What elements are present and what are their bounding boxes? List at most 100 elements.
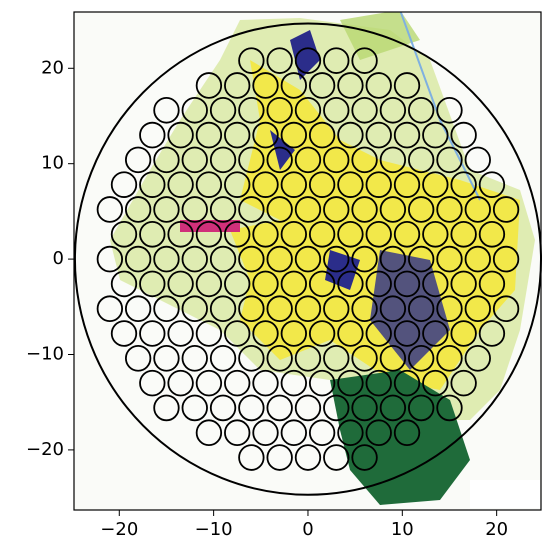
circle: [337, 171, 364, 198]
circle: [266, 345, 293, 372]
circle: [294, 96, 322, 124]
y-tick-label: −10: [26, 343, 64, 364]
circle: [181, 394, 208, 422]
circle: [110, 270, 138, 298]
circle: [379, 345, 407, 372]
circle: [181, 295, 208, 323]
circle: [492, 295, 520, 323]
circle: [110, 171, 138, 198]
circle: [167, 121, 194, 149]
circle: [408, 394, 435, 422]
circle: [408, 345, 435, 372]
circle: [422, 220, 449, 248]
x-tick-label: −20: [100, 519, 138, 540]
circle: [450, 270, 477, 298]
circle: [323, 146, 350, 174]
circle: [266, 47, 293, 74]
circle: [308, 320, 336, 347]
background-map: [74, 12, 541, 510]
circle: [294, 444, 322, 471]
circle: [153, 295, 180, 323]
circle: [308, 121, 336, 149]
circle: [323, 345, 350, 372]
circle: [224, 270, 251, 298]
circle: [167, 270, 194, 298]
circle: [365, 320, 392, 347]
circle: [337, 270, 364, 298]
circle: [436, 394, 463, 422]
circle: [238, 47, 265, 74]
circle: [436, 196, 463, 223]
circle: [110, 320, 138, 347]
circle: [209, 245, 237, 273]
circle: [379, 96, 407, 124]
circle: [280, 369, 307, 397]
circle: [181, 345, 208, 372]
circle: [337, 220, 364, 248]
circle: [153, 146, 180, 174]
circle: [337, 320, 364, 347]
circle: [153, 196, 180, 223]
circle: [365, 270, 392, 298]
circle: [365, 121, 392, 149]
circle: [167, 369, 194, 397]
circle: [393, 320, 421, 347]
circle: [308, 270, 336, 298]
circle: [139, 121, 166, 149]
circle: [308, 419, 336, 447]
circle: [280, 419, 307, 447]
circle: [224, 419, 251, 447]
circle: [167, 171, 194, 198]
circle: [139, 220, 166, 248]
circle: [96, 295, 124, 323]
circle: [450, 121, 477, 149]
boundary-circle: [73, 22, 542, 496]
circle: [238, 146, 265, 174]
circle: [365, 220, 392, 248]
circle: [280, 220, 307, 248]
circle: [478, 320, 506, 347]
circle: [280, 171, 307, 198]
circle: [96, 245, 124, 273]
circle: [238, 394, 265, 422]
circle: [294, 295, 322, 323]
circle: [323, 444, 350, 471]
circle: [393, 270, 421, 298]
circle: [365, 171, 392, 198]
circle: [422, 171, 449, 198]
circle: [110, 220, 138, 248]
circle: [224, 171, 251, 198]
circle: [393, 369, 421, 397]
circle: [224, 320, 251, 347]
circle: [294, 47, 322, 74]
circle: [351, 345, 378, 372]
circle: [209, 96, 237, 124]
circle: [238, 96, 265, 124]
circle: [337, 369, 364, 397]
circle: [365, 72, 392, 99]
circle: [139, 369, 166, 397]
circle: [252, 369, 279, 397]
circle: [351, 96, 378, 124]
circle: [124, 345, 152, 372]
circle: [379, 295, 407, 323]
circle: [195, 270, 223, 298]
circle: [422, 369, 449, 397]
circle: [436, 295, 463, 323]
x-tick-label: 0: [302, 519, 313, 540]
circle: [464, 345, 491, 372]
circle: [422, 320, 449, 347]
circle: [167, 220, 194, 248]
circle: [408, 146, 435, 174]
circle: [266, 146, 293, 174]
circle: [294, 146, 322, 174]
circle: [379, 245, 407, 273]
circle: [181, 245, 208, 273]
circle: [492, 196, 520, 223]
circle: [337, 72, 364, 99]
circle: [181, 96, 208, 124]
circle: [153, 96, 180, 124]
circle: [351, 245, 378, 273]
